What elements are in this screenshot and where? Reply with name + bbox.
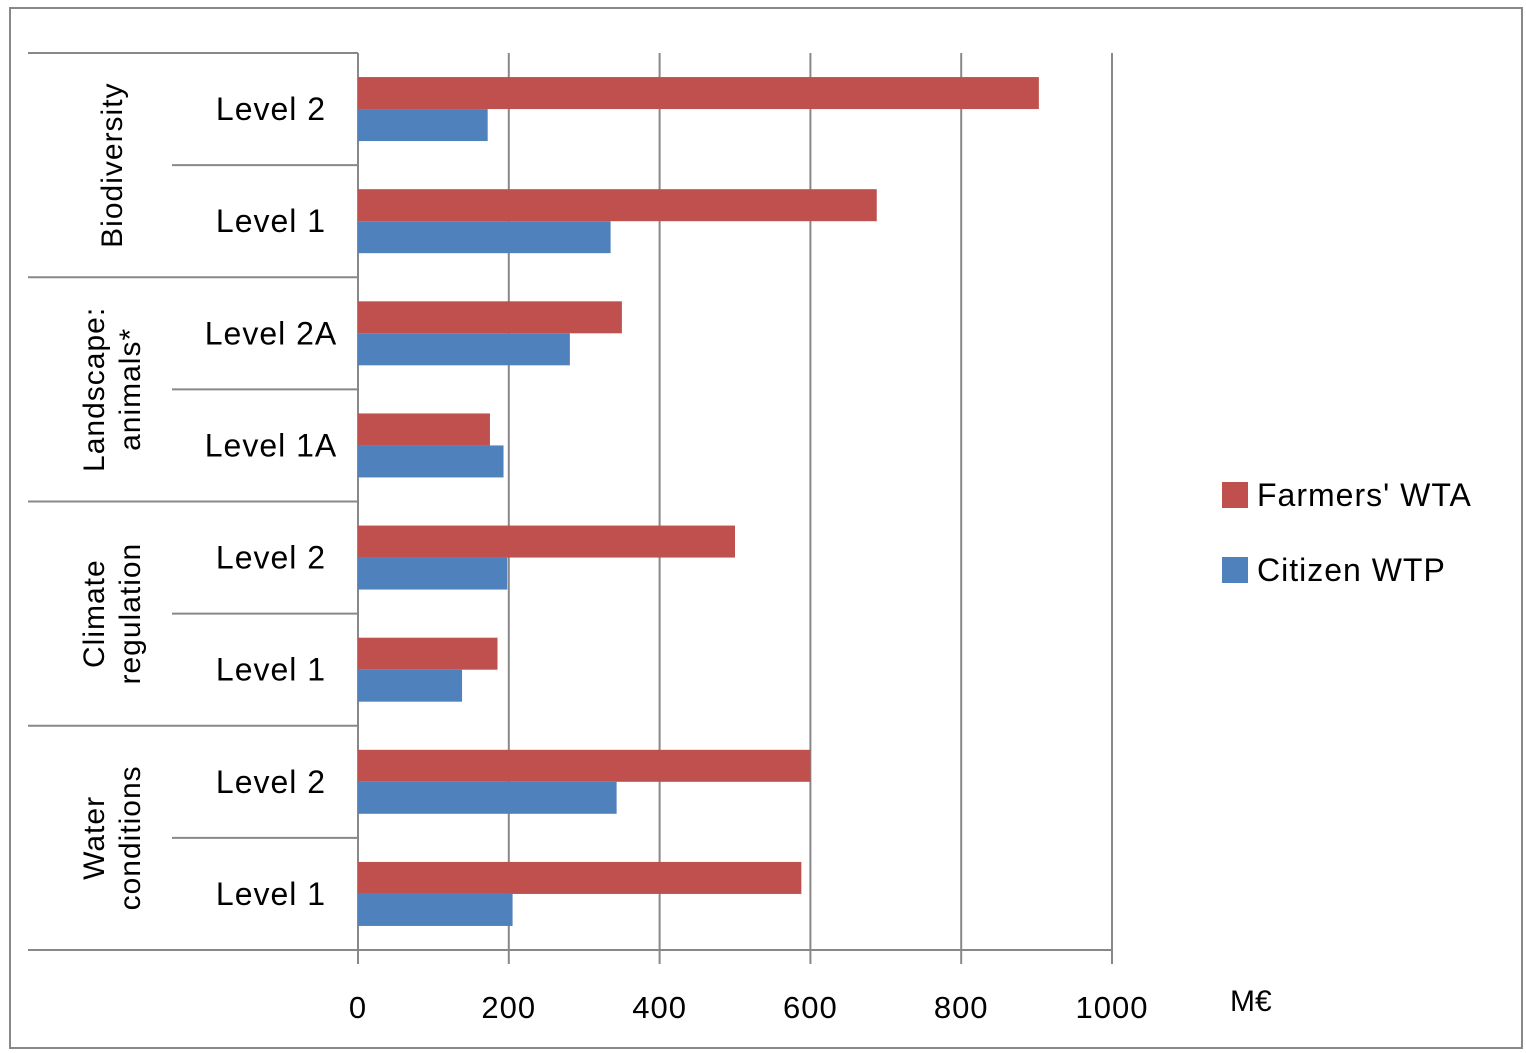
group-label: Climate regulation <box>78 543 147 685</box>
bar-farmers-wta <box>358 77 1039 110</box>
x-axis: 0 200 400 600 800 1000 <box>349 950 1149 1025</box>
bar-citizen-wtp <box>358 221 611 254</box>
bar-farmers-wta <box>358 301 622 334</box>
legend-swatch <box>1222 557 1248 583</box>
category-label: Level 2 <box>216 91 326 127</box>
legend-swatch <box>1222 482 1248 508</box>
group-label-line: conditions <box>114 765 147 910</box>
bar-citizen-wtp <box>358 669 463 702</box>
group-label-line: Climate <box>78 559 111 668</box>
category-label: Level 1 <box>216 203 326 239</box>
legend-label: Citizen WTP <box>1257 552 1446 588</box>
category-axis: Level 2 Level 1 Level 2A Level 1A Level 2 Lev… <box>28 52 1112 958</box>
x-tick-label: 800 <box>934 990 989 1025</box>
legend-label: Farmers' WTA <box>1257 477 1472 513</box>
category-label: Level 1 <box>216 652 326 688</box>
bar-citizen-wtp <box>358 781 617 814</box>
x-tick-label: 0 <box>349 990 367 1025</box>
unit-label: M€ <box>1230 985 1272 1018</box>
legend: Farmers' WTA Citizen WTP <box>1222 477 1472 588</box>
bar-farmers-wta <box>358 525 735 558</box>
bar-citizen-wtp <box>358 445 504 478</box>
category-label: Level 2 <box>216 540 326 576</box>
bar-citizen-wtp <box>358 333 570 366</box>
group-label-line: Biodiversity <box>96 82 129 247</box>
bar-farmers-wta <box>358 861 802 894</box>
x-tick-label: 400 <box>632 990 687 1025</box>
group-label-line: regulation <box>114 543 147 685</box>
category-label: Level 1A <box>205 427 338 463</box>
group-label-line: Landscape: <box>78 307 111 472</box>
bar-farmers-wta <box>358 749 811 782</box>
bar-farmers-wta <box>358 413 490 446</box>
bar-farmers-wta <box>358 637 498 670</box>
group-label: Landscape: animals* <box>78 307 147 472</box>
category-label: Level 2 <box>216 764 326 800</box>
x-tick-label: 200 <box>481 990 536 1025</box>
group-label: Biodiversity <box>96 82 129 247</box>
bar-citizen-wtp <box>358 893 513 926</box>
bar-citizen-wtp <box>358 109 488 142</box>
bar-citizen-wtp <box>358 557 508 590</box>
group-label: Water conditions <box>78 765 147 910</box>
group-label-line: Water <box>78 796 111 880</box>
bar-farmers-wta <box>358 189 877 222</box>
category-label: Level 1 <box>216 876 326 912</box>
category-label: Level 2A <box>205 315 338 351</box>
x-tick-label: 600 <box>783 990 838 1025</box>
x-tick-label: 1000 <box>1076 990 1149 1025</box>
bars <box>358 77 1039 926</box>
group-label-line: animals* <box>114 328 147 451</box>
